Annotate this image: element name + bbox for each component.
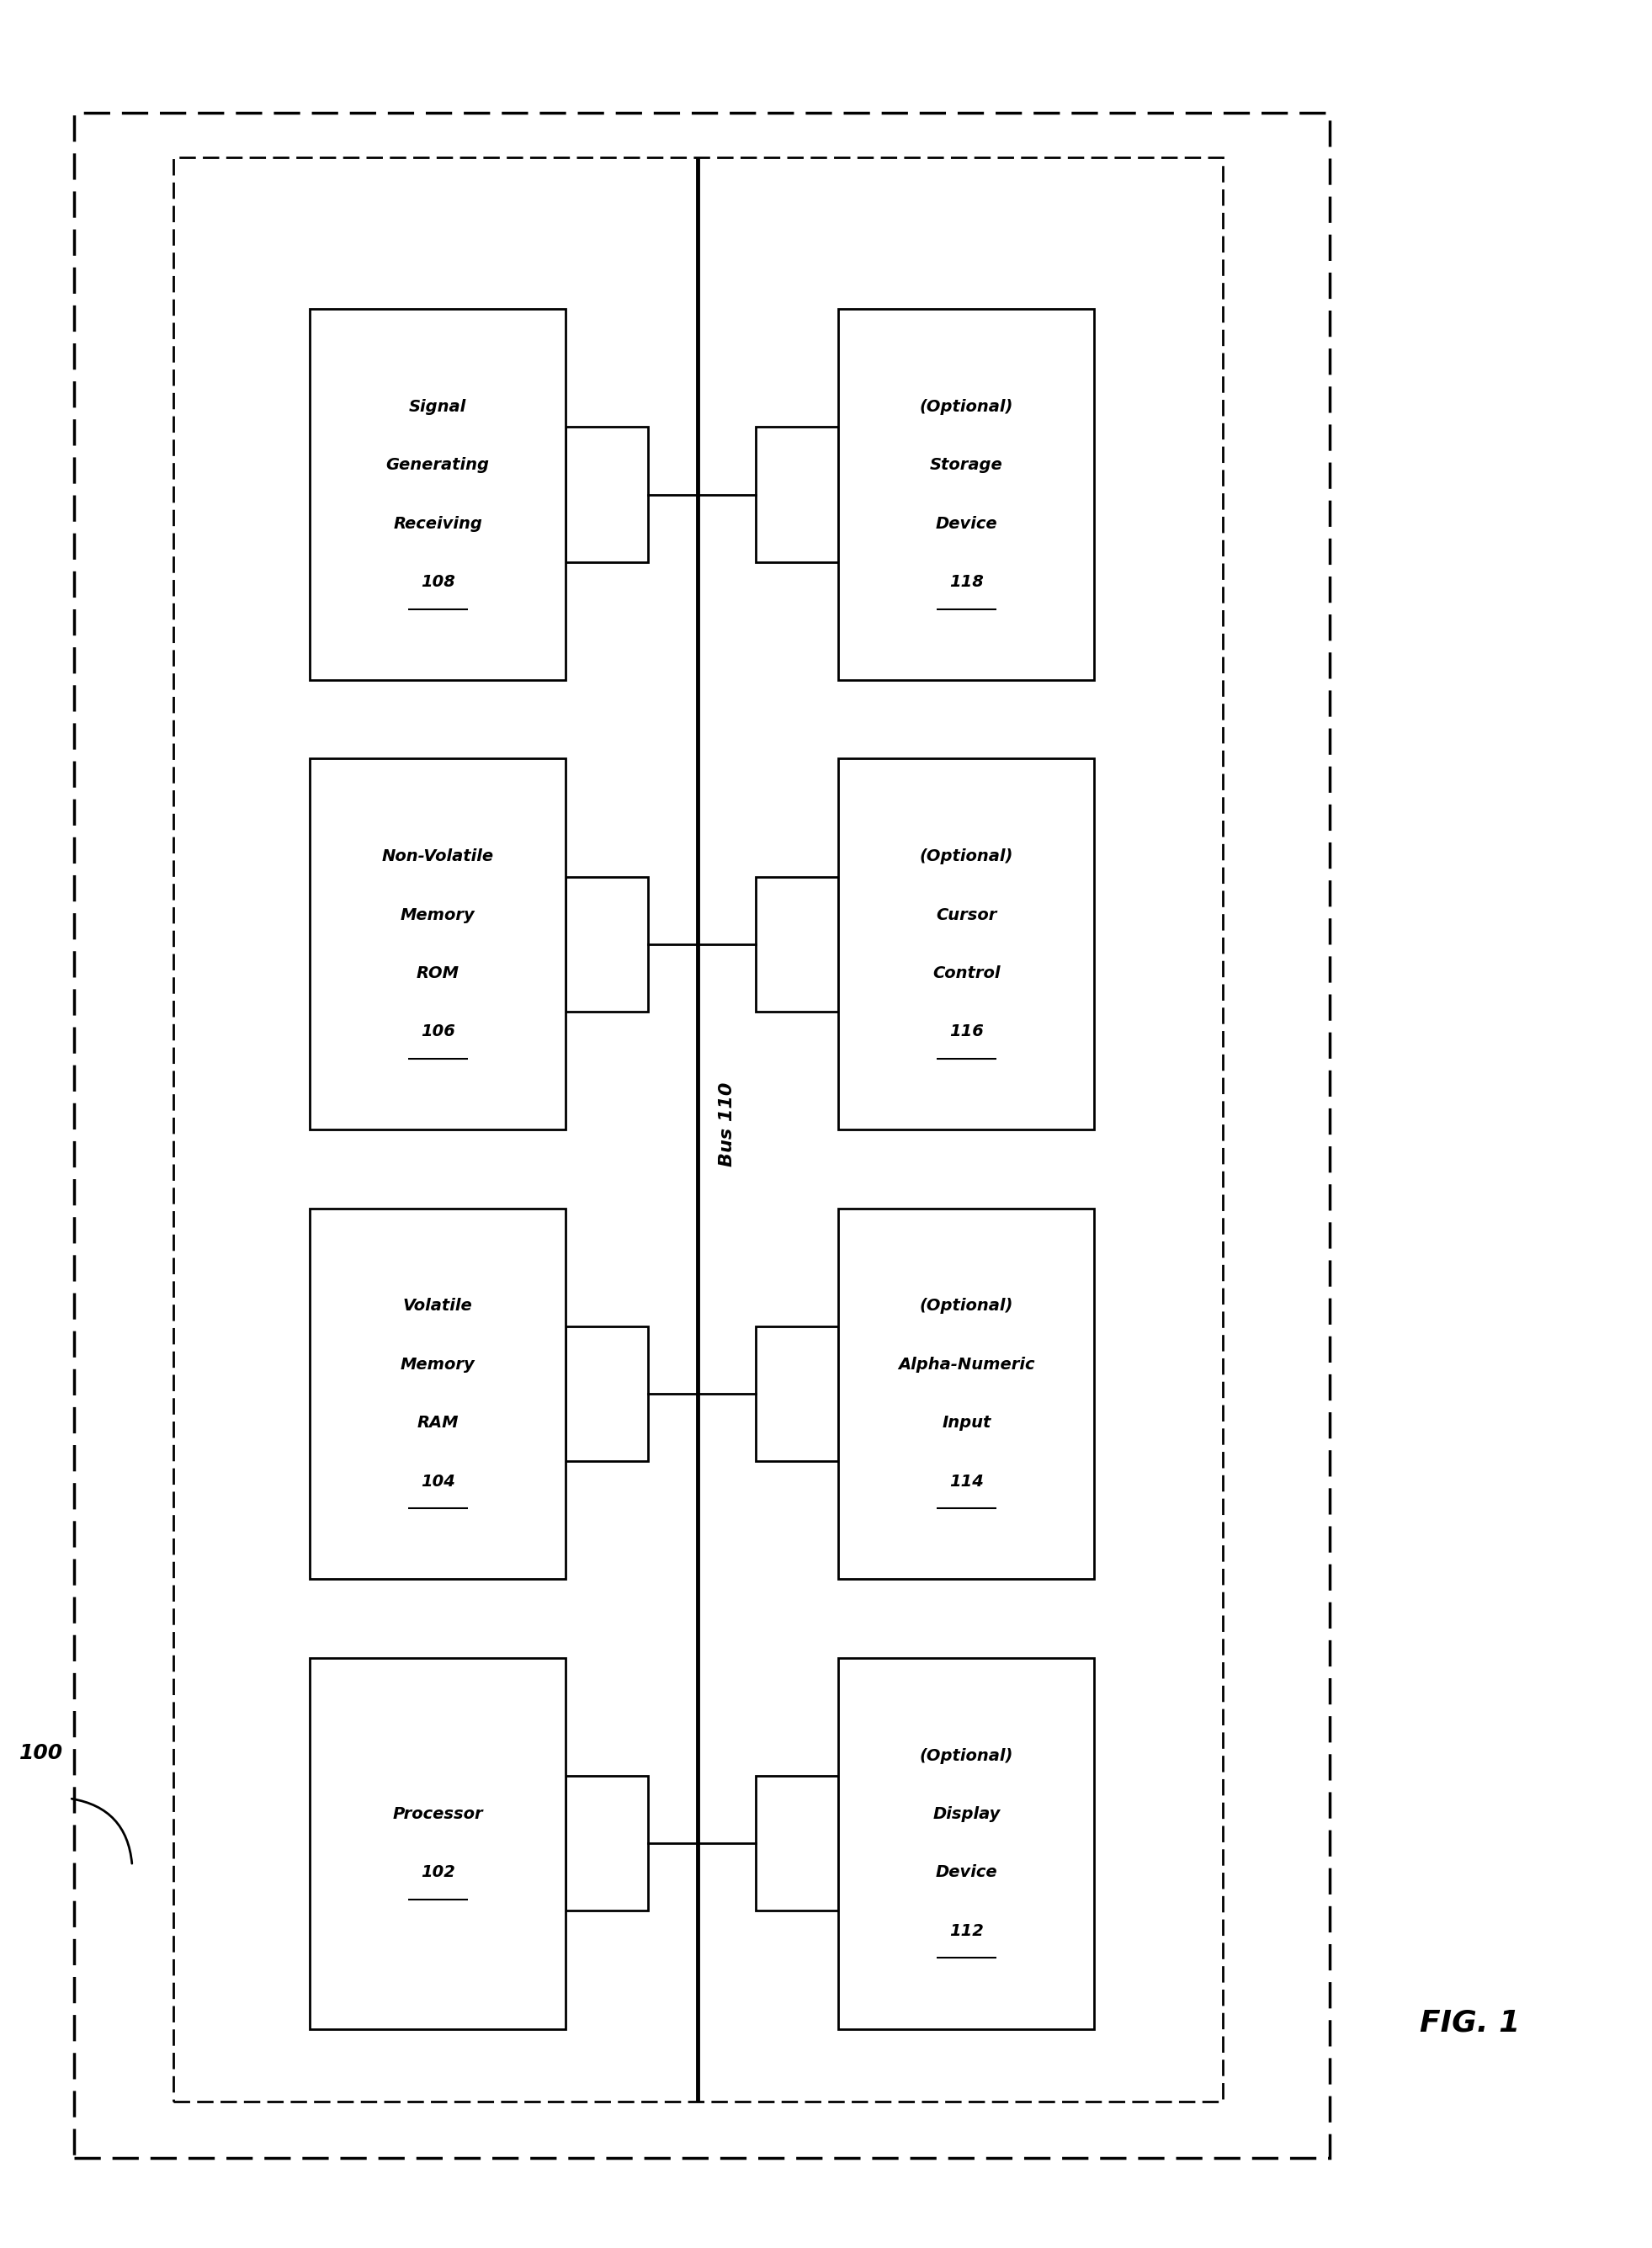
Text: Device: Device [935, 1864, 998, 1882]
Text: 114: 114 [950, 1472, 983, 1490]
Text: 102: 102 [421, 1864, 454, 1882]
Text: (Optional): (Optional) [920, 1747, 1013, 1765]
Text: Input: Input [942, 1414, 991, 1432]
Text: (Optional): (Optional) [920, 398, 1013, 416]
Bar [311, 310, 565, 679]
Text: Bus 110: Bus 110 [719, 1081, 735, 1167]
Bar [755, 1776, 838, 1911]
Text: 106: 106 [421, 1023, 454, 1041]
Text: FIG. 1: FIG. 1 [1421, 2010, 1520, 2037]
Text: Cursor: Cursor [937, 906, 996, 924]
Bar [173, 157, 1222, 2102]
Text: Generating: Generating [387, 456, 489, 474]
Text: Processor: Processor [393, 1805, 482, 1823]
Bar [565, 877, 648, 1012]
Text: Control: Control [932, 964, 1001, 982]
Text: Signal: Signal [410, 398, 466, 416]
Text: 118: 118 [950, 573, 983, 591]
Text: Receiving: Receiving [393, 515, 482, 533]
Bar [755, 877, 838, 1012]
Text: 116: 116 [950, 1023, 983, 1041]
Bar [565, 1326, 648, 1461]
Text: (Optional): (Optional) [920, 847, 1013, 865]
Text: Memory: Memory [400, 1356, 476, 1374]
Text: ROM: ROM [416, 964, 459, 982]
Text: Non-Volatile: Non-Volatile [382, 847, 494, 865]
Bar [565, 427, 648, 562]
Text: 104: 104 [421, 1472, 454, 1490]
Text: Display: Display [933, 1805, 999, 1823]
Bar [838, 1209, 1094, 1580]
Text: (Optional): (Optional) [920, 1297, 1013, 1315]
Text: Memory: Memory [400, 906, 476, 924]
Bar [565, 1776, 648, 1911]
Text: Device: Device [935, 515, 998, 533]
Text: RAM: RAM [416, 1414, 459, 1432]
Text: 108: 108 [421, 573, 454, 591]
Bar [838, 1659, 1094, 2030]
Bar [755, 427, 838, 562]
Bar [311, 1659, 565, 2030]
Text: Alpha-Numeric: Alpha-Numeric [899, 1356, 1034, 1374]
Bar [74, 112, 1330, 2158]
Text: 112: 112 [950, 1922, 983, 1940]
Text: 100: 100 [20, 1744, 63, 1762]
Bar [755, 1326, 838, 1461]
Bar [838, 760, 1094, 1131]
Bar [311, 1209, 565, 1580]
Bar [838, 310, 1094, 679]
Text: Volatile: Volatile [403, 1297, 472, 1315]
Bar [311, 760, 565, 1131]
Text: Storage: Storage [930, 456, 1003, 474]
